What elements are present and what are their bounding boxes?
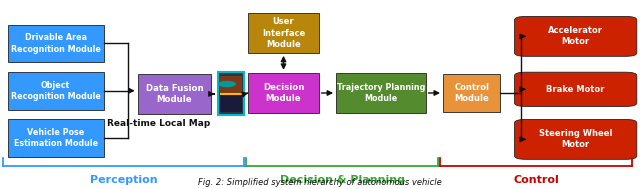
Text: Trajectory Planning
Module: Trajectory Planning Module xyxy=(337,83,425,103)
Text: Data Fusion
Module: Data Fusion Module xyxy=(145,84,204,104)
FancyBboxPatch shape xyxy=(443,74,500,112)
Text: Steering Wheel
Motor: Steering Wheel Motor xyxy=(539,129,612,149)
FancyBboxPatch shape xyxy=(8,72,104,110)
FancyBboxPatch shape xyxy=(8,119,104,157)
Circle shape xyxy=(219,81,236,86)
Text: User
Interface
Module: User Interface Module xyxy=(262,17,305,49)
FancyBboxPatch shape xyxy=(515,119,637,159)
FancyBboxPatch shape xyxy=(248,73,319,113)
Text: Brake Motor: Brake Motor xyxy=(547,85,605,94)
FancyBboxPatch shape xyxy=(218,72,244,115)
FancyBboxPatch shape xyxy=(220,76,242,93)
Text: Control: Control xyxy=(513,175,559,185)
FancyBboxPatch shape xyxy=(138,74,211,114)
FancyBboxPatch shape xyxy=(515,72,637,106)
Text: Accelerator
Motor: Accelerator Motor xyxy=(548,26,603,46)
Text: Real-time Local Map: Real-time Local Map xyxy=(107,119,211,128)
FancyBboxPatch shape xyxy=(515,16,637,56)
Text: Fig. 2: Simplified system hierarchy of autonomous vehicle: Fig. 2: Simplified system hierarchy of a… xyxy=(198,178,442,187)
FancyBboxPatch shape xyxy=(248,13,319,53)
Text: Object
Recognition Module: Object Recognition Module xyxy=(11,81,100,101)
FancyBboxPatch shape xyxy=(336,73,426,113)
FancyBboxPatch shape xyxy=(220,94,242,112)
Text: Control
Module: Control Module xyxy=(454,83,489,103)
Text: Decision & Planning: Decision & Planning xyxy=(280,175,405,185)
Text: Decision
Module: Decision Module xyxy=(263,83,304,103)
Text: Drivable Area
Recognition Module: Drivable Area Recognition Module xyxy=(11,33,100,53)
Text: Perception: Perception xyxy=(90,175,157,185)
FancyBboxPatch shape xyxy=(8,25,104,62)
Text: Vehicle Pose
Estimation Module: Vehicle Pose Estimation Module xyxy=(13,128,98,148)
